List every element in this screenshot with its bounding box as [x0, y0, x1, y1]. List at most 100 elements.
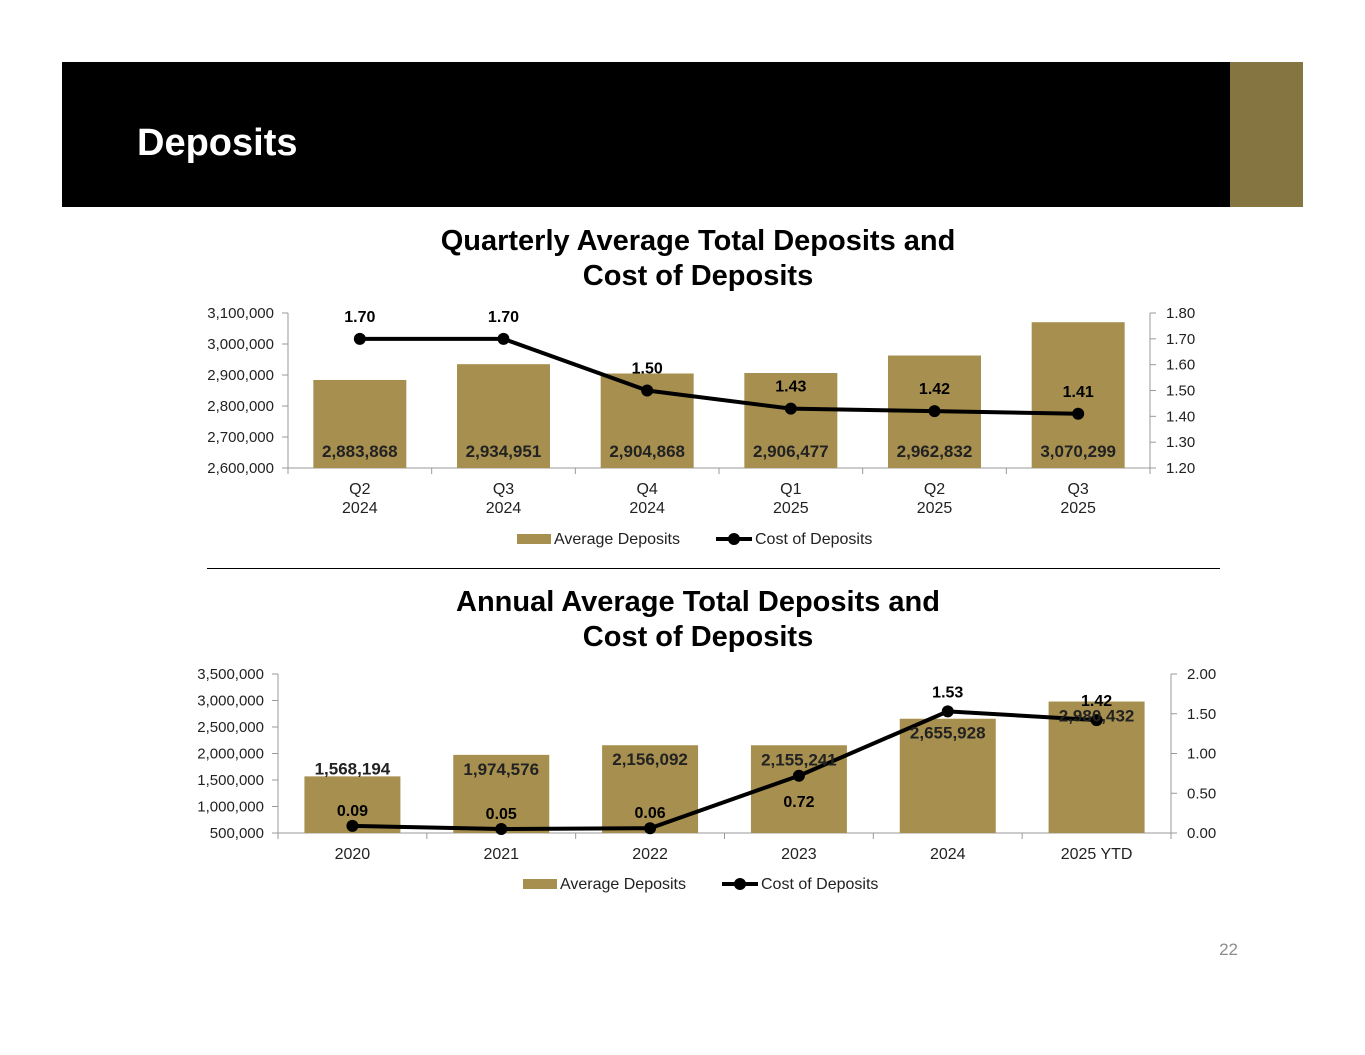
x-axis-category-label: 2022	[632, 846, 668, 863]
line-data-label: 0.09	[337, 803, 368, 820]
header-bar	[62, 62, 1230, 207]
point-cost-of-deposits	[641, 384, 654, 397]
x-axis-category-label: Q3	[493, 481, 514, 498]
bar-average-deposits	[1031, 322, 1125, 468]
bar-data-label: 2,883,868	[322, 442, 398, 461]
x-axis-category-label: 2024	[486, 500, 522, 517]
left-axis-tick-label: 1,500,000	[197, 772, 264, 789]
x-axis-category-label: Q2	[924, 481, 945, 498]
header-accent-block	[1230, 62, 1303, 207]
bar-data-label: 2,904,868	[609, 442, 685, 461]
chart-title: Quarterly Average Total Deposits and	[441, 225, 956, 257]
right-axis-tick-label: 1.40	[1166, 408, 1195, 425]
bar-data-label: 2,934,951	[466, 442, 542, 461]
x-axis-category-label: 2025	[917, 500, 953, 517]
bar-data-label: 1,974,576	[463, 760, 539, 779]
left-axis-tick-label: 2,600,000	[207, 460, 274, 477]
right-axis-tick-label: 1.50	[1166, 383, 1195, 400]
line-data-label: 1.50	[632, 361, 663, 378]
legend-label-cost-of-deposits: Cost of Deposits	[755, 531, 872, 548]
left-axis-tick-label: 1,000,000	[197, 799, 264, 816]
page-title: Deposits	[137, 122, 298, 164]
legend-marker-cost-of-deposits	[728, 533, 740, 545]
x-axis-category-label: Q2	[349, 481, 370, 498]
chart-title: Annual Average Total Deposits and	[456, 586, 940, 618]
right-axis-tick-label: 1.50	[1187, 706, 1216, 723]
bar-average-deposits	[313, 380, 407, 468]
bar-data-label: 2,962,832	[897, 442, 973, 461]
point-cost-of-deposits	[497, 332, 510, 345]
line-data-label: 1.70	[344, 309, 375, 326]
line-data-label: 1.53	[932, 684, 963, 701]
line-data-label: 0.72	[783, 794, 814, 811]
legend-label-average-deposits: Average Deposits	[560, 876, 686, 893]
right-axis-tick-label: 1.20	[1166, 460, 1195, 477]
left-axis-tick-label: 3,000,000	[197, 693, 264, 710]
line-data-label: 0.05	[486, 806, 517, 823]
right-axis-tick-label: 2.00	[1187, 666, 1216, 683]
line-data-label: 1.41	[1063, 384, 1094, 401]
right-axis-tick-label: 1.60	[1166, 357, 1195, 374]
line-data-label: 1.42	[919, 381, 950, 398]
x-axis-category-label: 2024	[342, 500, 378, 517]
chart-title: Cost of Deposits	[583, 260, 813, 292]
left-axis-tick-label: 3,100,000	[207, 305, 274, 322]
page-number: 22	[1219, 940, 1238, 959]
point-cost-of-deposits	[928, 405, 941, 418]
right-axis-tick-label: 1.70	[1166, 331, 1195, 348]
right-axis-tick-label: 1.80	[1166, 305, 1195, 322]
x-axis-category-label: Q4	[636, 481, 657, 498]
x-axis-category-label: 2020	[335, 846, 371, 863]
x-axis-category-label: 2024	[629, 500, 665, 517]
point-cost-of-deposits	[346, 819, 359, 832]
chart-title: Cost of Deposits	[583, 621, 813, 653]
legend-marker-cost-of-deposits	[734, 878, 746, 890]
chart-divider	[207, 568, 1220, 569]
point-cost-of-deposits	[1072, 407, 1085, 420]
x-axis-category-label: Q1	[780, 481, 801, 498]
bar-data-label: 2,155,241	[761, 750, 837, 769]
bar-data-label: 2,980,432	[1059, 707, 1135, 726]
left-axis-tick-label: 2,700,000	[207, 429, 274, 446]
bar-data-label: 2,906,477	[753, 442, 829, 461]
bar-average-deposits	[453, 754, 550, 833]
x-axis-category-label: 2021	[483, 846, 519, 863]
right-axis-tick-label: 1.00	[1187, 746, 1216, 763]
legend-label-cost-of-deposits: Cost of Deposits	[761, 876, 878, 893]
bar-data-label: 2,655,928	[910, 724, 986, 743]
left-axis-tick-label: 500,000	[210, 825, 264, 842]
legend-label-average-deposits: Average Deposits	[554, 531, 680, 548]
line-cost-of-deposits	[359, 336, 1079, 416]
line-data-label: 1.43	[775, 379, 806, 396]
line-data-label: 0.06	[635, 805, 666, 822]
point-cost-of-deposits	[784, 402, 797, 415]
bar-data-label: 2,156,092	[612, 750, 688, 769]
x-axis-category-label: Q3	[1067, 481, 1088, 498]
left-axis-tick-label: 2,000,000	[197, 746, 264, 763]
legend-swatch-average-deposits	[523, 879, 557, 889]
point-cost-of-deposits	[941, 705, 954, 718]
x-axis-category-label: 2025	[1060, 500, 1096, 517]
x-axis-category-label: 2025 YTD	[1061, 846, 1133, 863]
point-cost-of-deposits	[792, 769, 805, 782]
bar-average-deposits	[899, 718, 996, 833]
bar-average-deposits	[457, 364, 550, 468]
point-cost-of-deposits	[644, 822, 657, 835]
line-cost-of-deposits	[352, 709, 1097, 832]
left-axis-tick-label: 3,000,000	[207, 336, 274, 353]
legend-swatch-average-deposits	[517, 534, 551, 544]
point-cost-of-deposits	[1090, 714, 1103, 727]
bar-data-label: 3,070,299	[1040, 442, 1116, 461]
line-data-label: 1.70	[488, 309, 519, 326]
right-axis-tick-label: 0.00	[1187, 825, 1216, 842]
right-axis-tick-label: 0.50	[1187, 785, 1216, 802]
left-axis-tick-label: 2,900,000	[207, 367, 274, 384]
x-axis-category-label: 2023	[781, 846, 817, 863]
point-cost-of-deposits	[495, 823, 508, 836]
quarterly-deposits-chart: Quarterly Average Total Deposits andCost…	[207, 225, 1195, 548]
left-axis-tick-label: 2,800,000	[207, 398, 274, 415]
x-axis-category-label: 2025	[773, 500, 809, 517]
point-cost-of-deposits	[353, 332, 366, 345]
bar-average-deposits	[744, 372, 838, 468]
